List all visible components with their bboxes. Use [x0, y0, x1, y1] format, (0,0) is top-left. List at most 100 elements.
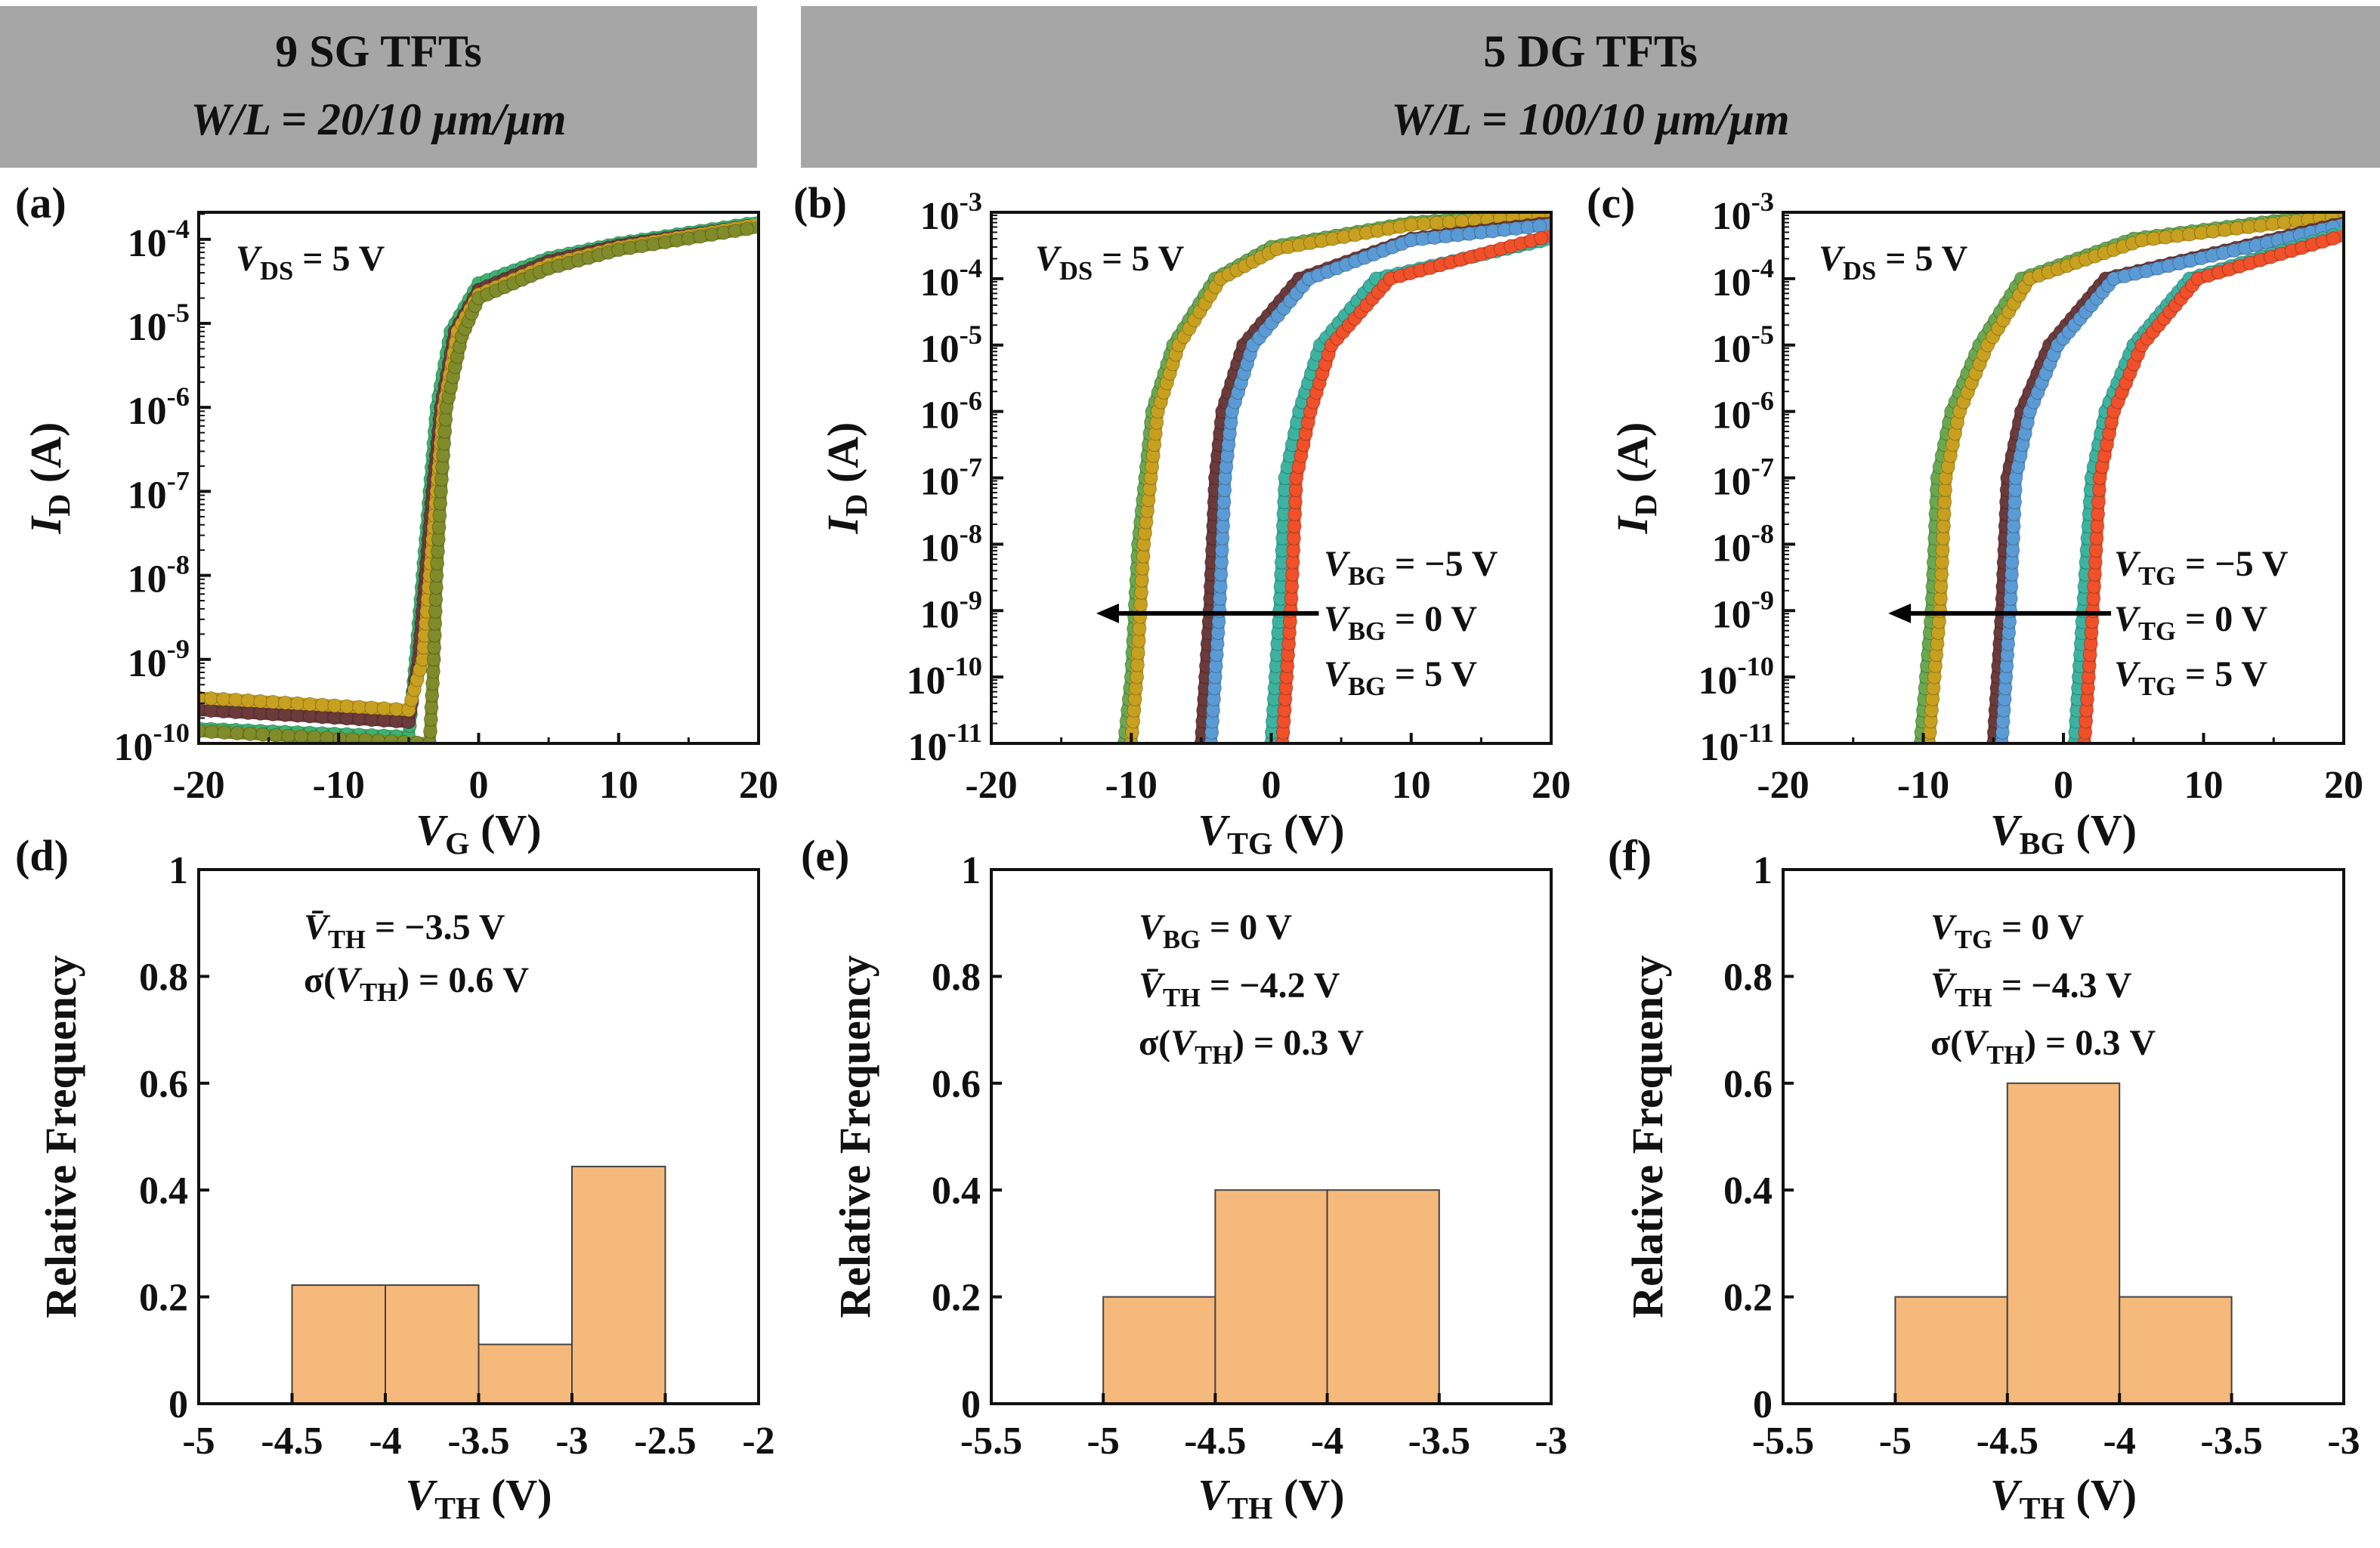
- y-tick-exponent: -11: [1739, 718, 1774, 748]
- stat-annotation-2-symbol: V: [1962, 1023, 1989, 1063]
- data-point: [253, 694, 268, 709]
- data-point: [1136, 548, 1151, 564]
- y-tick-label: 0.6: [139, 1063, 188, 1106]
- y-tick-label: 10-7: [1712, 453, 1774, 504]
- y-tick-base: 10: [920, 195, 960, 238]
- plot-area: [1894, 1082, 2233, 1404]
- data-point: [290, 708, 305, 723]
- x-tick-label: -2: [742, 1420, 774, 1463]
- stat-annotation-0-subscript: TG: [1955, 925, 1992, 954]
- gate-bias-label-1-rest: = 0 V: [2176, 599, 2267, 639]
- y-axis-label: ID (A): [1608, 422, 1664, 535]
- data-point: [2091, 495, 2106, 509]
- data-point: [425, 664, 440, 679]
- data-point: [2230, 221, 2245, 236]
- y-tick-base: 10: [1712, 328, 1751, 371]
- header-sg-background: [0, 6, 757, 168]
- data-point: [302, 709, 317, 724]
- data-point: [436, 448, 451, 463]
- x-axis-label-subscript: TH: [434, 1491, 480, 1526]
- x-tick-label: -2.5: [634, 1420, 696, 1463]
- data-point: [1938, 483, 1952, 497]
- data-point: [2007, 506, 2022, 521]
- data-point: [327, 710, 342, 725]
- plot-frame: [1782, 868, 2345, 1405]
- data-point: [203, 703, 218, 718]
- x-axis-label-symbol: V: [1198, 805, 1230, 854]
- plot-area: [291, 1166, 666, 1404]
- data-point: [290, 696, 305, 711]
- gate-bias-label-2-symbol: V: [1324, 654, 1351, 694]
- data-point: [728, 224, 743, 239]
- y-axis-label: ID (A): [21, 422, 77, 535]
- y-tick-base: 10: [920, 461, 960, 504]
- x-tick-label: -4: [2103, 1420, 2136, 1463]
- data-point: [1935, 542, 1950, 558]
- data-point: [1936, 506, 1952, 521]
- x-axis-label: VG (V): [416, 805, 541, 861]
- y-tick-exponent: -8: [960, 518, 982, 548]
- data-point: [389, 714, 403, 729]
- data-point: [437, 424, 453, 439]
- data-point: [1216, 495, 1232, 509]
- data-point: [434, 472, 449, 487]
- y-tick-label: 10-7: [128, 465, 190, 517]
- x-axis-label: VBG (V): [1990, 805, 2137, 861]
- y-tick-label: 1: [1753, 849, 1773, 892]
- stat-annotation-0-symbol: V: [1139, 907, 1166, 947]
- y-tick-exponent: -8: [167, 550, 190, 580]
- y-tick-exponent: -7: [167, 465, 190, 496]
- data-point: [265, 694, 280, 709]
- x-tick-label: 20: [739, 764, 778, 807]
- y-tick-label: 0.8: [1723, 956, 1773, 999]
- data-point: [265, 706, 280, 721]
- data-point: [2170, 228, 2185, 243]
- x-axis-label-symbol: V: [1990, 1470, 2023, 1519]
- y-tick-label: 0: [1753, 1383, 1773, 1426]
- histogram-bar-1: [385, 1284, 480, 1404]
- data-point: [1404, 217, 1419, 232]
- x-axis-label-subscript: TH: [2020, 1491, 2065, 1526]
- data-point: [2090, 518, 2105, 533]
- vds-annotation-subscript: DS: [1843, 257, 1876, 286]
- data-point: [2088, 567, 2102, 582]
- y-tick-exponent: -5: [960, 320, 982, 350]
- y-tick-label: 10-8: [920, 518, 982, 570]
- y-tick-exponent: -4: [167, 214, 190, 244]
- series-line-3: [1204, 218, 1551, 743]
- y-tick-base: 10: [906, 660, 945, 703]
- y-axis-label-rest: (A): [21, 422, 70, 494]
- x-axis-label: VTH (V): [1990, 1470, 2137, 1526]
- data-point: [2182, 227, 2197, 242]
- histogram-bar-0: [1894, 1296, 2008, 1404]
- data-point: [2088, 542, 2103, 558]
- data-point: [294, 729, 309, 743]
- data-point: [1214, 555, 1229, 570]
- stat-annotation-1-prefix: σ(: [304, 960, 335, 1000]
- y-axis-label-symbol: I: [818, 514, 867, 534]
- gate-bias-label-0: VTG = −5 V: [2114, 544, 2289, 591]
- y-tick-label: 10-10: [113, 718, 190, 769]
- gate-bias-label-0-symbol: V: [2114, 544, 2141, 584]
- data-point: [1285, 555, 1300, 570]
- x-tick-label: -10: [1897, 764, 1949, 807]
- y-tick-label: 0.6: [932, 1063, 981, 1106]
- data-point: [2147, 231, 2162, 246]
- y-tick-label: 10-6: [1712, 386, 1774, 437]
- panel-label: (a): [15, 178, 66, 227]
- stat-annotation-2-symbol: V: [1170, 1023, 1198, 1063]
- stat-annotation-1-subscript: TH: [1163, 984, 1201, 1012]
- data-point: [1933, 591, 1948, 606]
- data-point: [352, 700, 366, 715]
- data-point: [431, 520, 447, 535]
- y-axis-label: ID (A): [818, 422, 874, 535]
- data-point: [693, 229, 708, 244]
- y-tick-exponent: -3: [960, 187, 982, 217]
- stat-annotation-0: VBG = 0 V: [1139, 907, 1292, 954]
- data-point: [315, 697, 329, 712]
- data-point: [2276, 215, 2292, 230]
- x-tick-label: 0: [2054, 764, 2073, 807]
- y-axis-label-rest: (A): [818, 422, 867, 494]
- histogram-bar-2: [1326, 1189, 1440, 1404]
- x-tick-label: -5: [182, 1420, 215, 1463]
